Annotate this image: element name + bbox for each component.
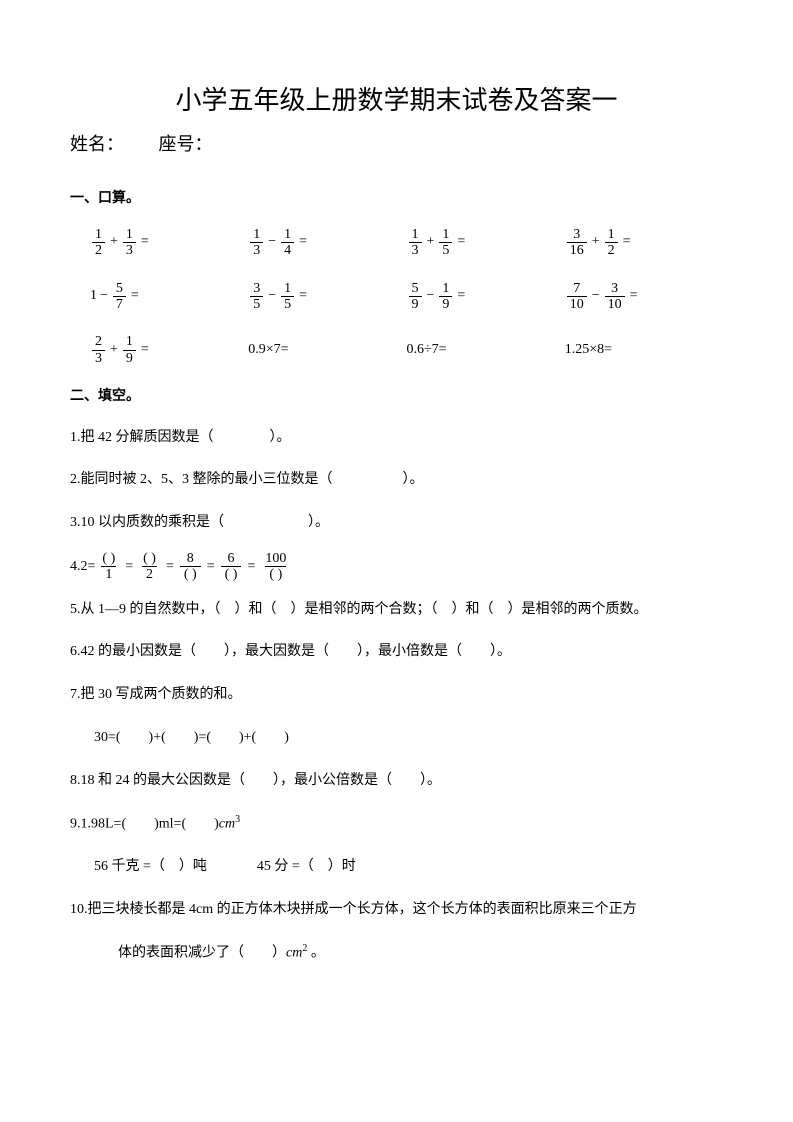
calc-item: 710 − 310 =: [565, 281, 723, 313]
question-6: 6.42 的最小因数是（ ），最大因数是（ ），最小倍数是（ ）。: [70, 637, 723, 668]
name-label: 姓名：: [70, 130, 124, 159]
question-7: 7.把 30 写成两个质数的和。: [70, 680, 723, 711]
student-info: 姓名： 座号：: [70, 130, 723, 159]
section2-header: 二、填空。: [70, 386, 723, 408]
question-7b: 30=( )+( )=( )+( ): [94, 723, 723, 754]
question-5: 5.从 1—9 的自然数中，（ ）和（ ）是相邻的两个合数；（ ）和（ ）是相邻…: [70, 595, 723, 626]
calc-item: 23 + 19 =: [90, 334, 248, 366]
seat-label: 座号：: [159, 130, 213, 159]
calc-item: 12 + 13 =: [90, 227, 248, 259]
calc-item: 1 − 57 =: [90, 281, 248, 313]
exam-title: 小学五年级上册数学期末试卷及答案一: [70, 80, 723, 122]
calculation-grid: 12 + 13 = 13 − 14 = 13 + 15 = 316 + 12 =…: [90, 227, 723, 366]
calc-item: 59 − 19 =: [407, 281, 565, 313]
question-4: 4.2= ( )1 = ( )2 = 8( ) = 6( ) = 100( ): [70, 551, 723, 583]
question-10b: 体的表面积减少了（ ）cm2 。: [118, 938, 723, 969]
calc-item: 13 + 15 =: [407, 227, 565, 259]
question-8: 8.18 和 24 的最大公因数是（ ），最小公倍数是（ ）。: [70, 766, 723, 797]
calc-item: 316 + 12 =: [565, 227, 723, 259]
question-9b: 56 千克 =（ ）吨45 分 =（ ）时: [94, 852, 723, 883]
question-3: 3.10 以内质数的乘积是（ ）。: [70, 508, 723, 539]
question-1: 1.把 42 分解质因数是（ ）。: [70, 423, 723, 454]
question-10a: 10.把三块棱长都是 4cm 的正方体木块拼成一个长方体，这个长方体的表面积比原…: [70, 895, 723, 926]
calc-item: 35 − 15 =: [248, 281, 406, 313]
question-9a: 9.1.98L=( )ml=( )cm3: [70, 809, 723, 840]
calc-item: 0.6÷7=: [407, 334, 565, 366]
calc-item: 0.9×7=: [248, 334, 406, 366]
section1-header: 一、口算。: [70, 188, 723, 210]
calc-item: 1.25×8=: [565, 334, 723, 366]
question-2: 2.能同时被 2、5、3 整除的最小三位数是（ ）。: [70, 465, 723, 496]
calc-item: 13 − 14 =: [248, 227, 406, 259]
